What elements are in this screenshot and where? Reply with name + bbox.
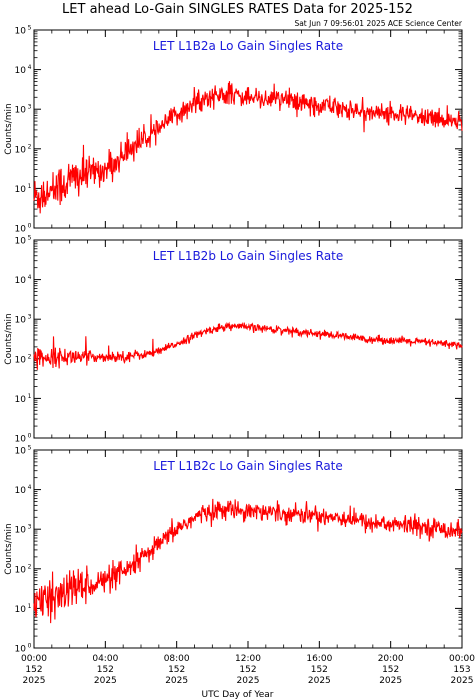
y-tick-label-exponent: 4 bbox=[28, 64, 32, 71]
y-tick-label-base: 10 bbox=[15, 526, 27, 536]
y-tick-label-exponent: 2 bbox=[28, 143, 32, 150]
y-tick-label-exponent: 2 bbox=[28, 563, 32, 570]
timestamp-label: Sat Jun 7 09:56:01 2025 ACE Science Cent… bbox=[294, 19, 462, 28]
y-axis-title: Counts/min bbox=[4, 523, 14, 574]
y-tick-label-exponent: 5 bbox=[28, 25, 32, 32]
x-ticks bbox=[33, 450, 463, 648]
y-ticks bbox=[34, 449, 462, 649]
y-ticks bbox=[34, 29, 462, 229]
y-tick-label-base: 10 bbox=[15, 435, 27, 445]
x-tick-time: 20:00 bbox=[378, 654, 404, 664]
x-tick-day: 152 bbox=[311, 665, 328, 675]
x-tick-year: 2025 bbox=[23, 676, 46, 686]
y-tick-label-exponent: 3 bbox=[28, 104, 32, 111]
x-tick-labels: 00:00152202504:00152202508:00152202512:0… bbox=[21, 654, 475, 686]
y-tick-label-exponent: 2 bbox=[28, 353, 32, 360]
x-tick-time: 08:00 bbox=[164, 654, 190, 664]
y-tick-label-exponent: 1 bbox=[28, 183, 32, 190]
y-tick-label-exponent: 0 bbox=[28, 643, 32, 650]
y-tick-label-base: 10 bbox=[15, 145, 27, 155]
y-tick-label-exponent: 1 bbox=[28, 393, 32, 400]
x-tick-time: 16:00 bbox=[306, 654, 332, 664]
x-ticks bbox=[33, 240, 463, 438]
panel-frame bbox=[33, 449, 463, 649]
x-tick-time: 04:00 bbox=[92, 654, 118, 664]
x-tick-year: 2025 bbox=[165, 676, 188, 686]
y-tick-label-exponent: 5 bbox=[28, 235, 32, 242]
x-tick-day: 152 bbox=[97, 665, 114, 675]
y-tick-label-base: 10 bbox=[15, 605, 27, 615]
y-tick-label-base: 10 bbox=[15, 276, 27, 286]
y-tick-label-exponent: 4 bbox=[28, 274, 32, 281]
y-tick-label-exponent: 3 bbox=[28, 524, 32, 531]
y-tick-label-base: 10 bbox=[15, 237, 27, 247]
y-tick-label-base: 10 bbox=[15, 66, 27, 76]
chart-title: LET ahead Lo-Gain SINGLES RATES Data for… bbox=[62, 2, 413, 17]
x-tick-year: 2025 bbox=[451, 676, 474, 686]
x-tick-day: 152 bbox=[382, 665, 399, 675]
x-tick-year: 2025 bbox=[379, 676, 402, 686]
y-tick-label-base: 10 bbox=[15, 185, 27, 195]
x-tick-day: 152 bbox=[239, 665, 256, 675]
x-tick-day: 152 bbox=[168, 665, 185, 675]
y-tick-label-base: 10 bbox=[15, 27, 27, 37]
y-tick-label-base: 10 bbox=[15, 395, 27, 405]
y-axis-title: Counts/min bbox=[4, 103, 14, 154]
x-tick-year: 2025 bbox=[94, 676, 117, 686]
y-tick-label-base: 10 bbox=[15, 645, 27, 655]
x-axis-title: UTC Day of Year bbox=[202, 690, 274, 700]
panel-series-label: LET L1B2a Lo Gain Singles Rate bbox=[153, 39, 343, 53]
series-line bbox=[33, 321, 463, 370]
y-tick-label-exponent: 3 bbox=[28, 314, 32, 321]
x-ticks bbox=[33, 30, 463, 228]
x-tick-year: 2025 bbox=[308, 676, 331, 686]
panel-series-label: LET L1B2b Lo Gain Singles Rate bbox=[153, 249, 344, 263]
y-tick-label-exponent: 0 bbox=[28, 433, 32, 440]
y-tick-label-exponent: 4 bbox=[28, 484, 32, 491]
x-tick-day: 152 bbox=[25, 665, 42, 675]
y-tick-label-base: 10 bbox=[15, 486, 27, 496]
x-tick-time: 00:00 bbox=[21, 654, 47, 664]
x-tick-day: 153 bbox=[453, 665, 470, 675]
x-tick-time: 12:00 bbox=[235, 654, 261, 664]
x-tick-time: 00:00 bbox=[449, 654, 475, 664]
y-tick-label-base: 10 bbox=[15, 225, 27, 235]
y-tick-label-base: 10 bbox=[15, 316, 27, 326]
y-tick-label-base: 10 bbox=[15, 565, 27, 575]
y-tick-label-base: 10 bbox=[15, 447, 27, 457]
y-tick-label-exponent: 0 bbox=[28, 223, 32, 230]
y-axis-title: Counts/min bbox=[4, 313, 14, 364]
series-line bbox=[33, 81, 463, 214]
y-tick-label-base: 10 bbox=[15, 106, 27, 116]
x-tick-year: 2025 bbox=[237, 676, 260, 686]
y-tick-label-exponent: 1 bbox=[28, 603, 32, 610]
series-line bbox=[33, 498, 463, 624]
panel-series-label: LET L1B2c Lo Gain Singles Rate bbox=[153, 459, 343, 473]
y-tick-label-exponent: 5 bbox=[28, 445, 32, 452]
panel-frame bbox=[33, 29, 463, 229]
y-tick-label-base: 10 bbox=[15, 355, 27, 365]
